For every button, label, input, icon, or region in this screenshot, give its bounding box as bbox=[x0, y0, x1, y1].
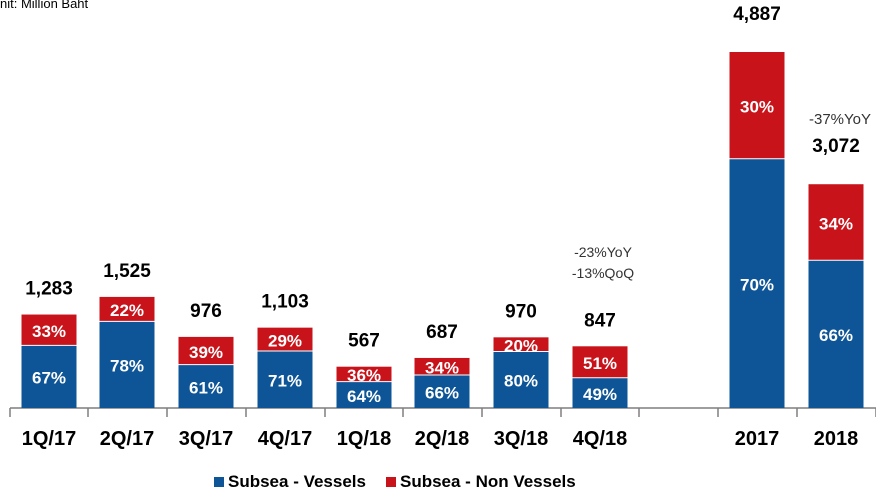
bar-non-vessels bbox=[729, 52, 785, 159]
legend-item-non-vessels: Subsea - Non Vessels bbox=[385, 472, 576, 492]
data-label-non-vessels: 36% bbox=[347, 366, 381, 385]
data-label-non-vessels: 29% bbox=[268, 331, 302, 350]
bar-vessels bbox=[336, 381, 392, 408]
bar-vessels bbox=[808, 260, 864, 408]
x-tick-label: 1Q/18 bbox=[337, 428, 391, 450]
x-tick-label: 2018 bbox=[814, 428, 859, 450]
bar-non-vessels bbox=[257, 327, 313, 351]
legend-swatch-non-vessels bbox=[385, 477, 396, 487]
data-label-non-vessels: 51% bbox=[583, 354, 617, 373]
x-tick-label: 3Q/18 bbox=[494, 428, 548, 450]
data-label-vessels: 61% bbox=[189, 378, 223, 397]
x-tick-label: 2Q/17 bbox=[100, 428, 154, 450]
x-tick-label: 1Q/17 bbox=[22, 428, 76, 450]
x-tick-label: 4Q/17 bbox=[258, 428, 312, 450]
bar-vessels bbox=[729, 158, 785, 408]
bar-vessels bbox=[414, 374, 470, 408]
total-label: 3,072 bbox=[812, 136, 860, 157]
bar-vessels bbox=[493, 351, 549, 408]
data-label-vessels: 78% bbox=[110, 357, 144, 376]
data-label-vessels: 49% bbox=[583, 385, 617, 404]
bar-vessels bbox=[572, 377, 628, 408]
bar-non-vessels bbox=[336, 366, 392, 382]
data-label-vessels: 71% bbox=[268, 371, 302, 390]
data-label-non-vessels: 34% bbox=[819, 214, 853, 233]
total-label: 847 bbox=[584, 310, 616, 331]
total-label: 1,525 bbox=[103, 261, 151, 282]
data-label-vessels: 66% bbox=[425, 383, 459, 402]
data-label-vessels: 64% bbox=[347, 387, 381, 406]
total-label: 567 bbox=[348, 331, 380, 352]
legend-item-vessels: Subsea - Vessels bbox=[214, 472, 366, 492]
data-label-non-vessels: 33% bbox=[32, 322, 66, 341]
bar-non-vessels bbox=[414, 357, 470, 375]
bar-vessels bbox=[178, 364, 234, 408]
total-label: 976 bbox=[190, 301, 222, 322]
x-tick-label: 3Q/17 bbox=[179, 428, 233, 450]
data-label-vessels: 80% bbox=[504, 372, 538, 391]
unit-label: nit: Million Baht bbox=[0, 0, 89, 11]
total-label: 1,283 bbox=[25, 279, 73, 300]
bar-non-vessels bbox=[572, 346, 628, 378]
annotation-qoq-4q18: -13%QoQ bbox=[572, 265, 634, 281]
bar-non-vessels bbox=[178, 336, 234, 365]
bar-non-vessels bbox=[99, 296, 155, 322]
x-tick-label: 2017 bbox=[735, 428, 780, 450]
data-label-non-vessels: 22% bbox=[110, 301, 144, 320]
bar-vessels bbox=[99, 321, 155, 408]
legend-label-vessels: Subsea - Vessels bbox=[228, 472, 366, 491]
data-label-non-vessels: 39% bbox=[189, 343, 223, 362]
legend-swatch-vessels bbox=[214, 477, 224, 487]
bar-vessels bbox=[21, 345, 77, 408]
data-label-vessels: 66% bbox=[819, 326, 853, 345]
data-label-non-vessels: 30% bbox=[740, 97, 774, 116]
legend-label-non-vessels: Subsea - Non Vessels bbox=[399, 472, 576, 491]
total-label: 687 bbox=[426, 322, 458, 343]
x-tick-label: 4Q/18 bbox=[573, 428, 627, 450]
annotation-yoy-2018: -37%YoY bbox=[809, 111, 871, 128]
total-label: 1,103 bbox=[261, 292, 309, 313]
data-label-vessels: 70% bbox=[740, 275, 774, 294]
legend: Subsea - Vessels Subsea - Non Vessels bbox=[214, 472, 576, 492]
total-label: 970 bbox=[505, 301, 537, 322]
annotation-yoy-4q18: -23%YoY bbox=[574, 244, 633, 260]
bar-vessels bbox=[257, 350, 313, 408]
x-tick-label: 2Q/18 bbox=[415, 428, 469, 450]
data-label-non-vessels: 34% bbox=[425, 358, 459, 377]
data-label-vessels: 67% bbox=[32, 369, 66, 388]
data-label-non-vessels: 20% bbox=[504, 336, 538, 355]
total-label: 4,887 bbox=[733, 4, 781, 25]
bar-non-vessels bbox=[493, 337, 549, 352]
bar-non-vessels bbox=[808, 184, 864, 261]
bar-non-vessels bbox=[21, 314, 77, 346]
